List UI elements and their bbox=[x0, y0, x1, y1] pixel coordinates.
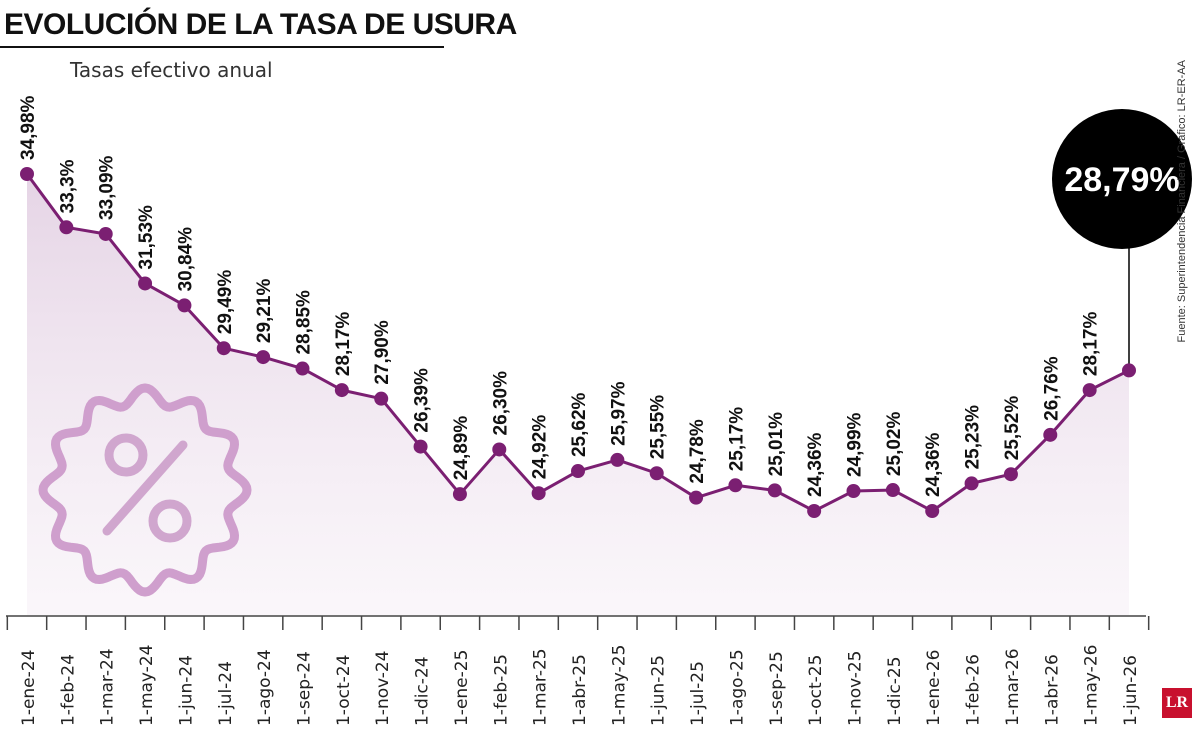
data-point bbox=[964, 476, 979, 491]
data-point bbox=[728, 478, 743, 493]
x-tick-label: 1-nov-25 bbox=[846, 651, 866, 727]
x-tick-label: 1-mar-25 bbox=[531, 648, 551, 726]
data-label: 26,39% bbox=[412, 368, 433, 433]
x-tick-label: 1-abr-26 bbox=[1042, 654, 1062, 726]
source-note: Fuente: Superintendencia Financiera / Gr… bbox=[1176, 60, 1188, 343]
data-point bbox=[20, 167, 34, 181]
data-label: 25,52% bbox=[1002, 396, 1023, 461]
data-label: 25,01% bbox=[766, 412, 787, 477]
data-label: 34,98% bbox=[18, 95, 39, 160]
data-point bbox=[767, 483, 782, 498]
chart-subtitle: Tasas efectivo anual bbox=[70, 58, 273, 82]
x-tick-label: 1-abr-25 bbox=[570, 654, 590, 726]
data-label: 28,17% bbox=[333, 312, 354, 377]
x-tick-label: 1-mar-26 bbox=[1003, 648, 1023, 726]
data-label: 29,49% bbox=[215, 270, 236, 335]
chart-title: EVOLUCIÓN DE LA TASA DE USURA bbox=[4, 8, 517, 41]
data-point bbox=[59, 220, 74, 235]
x-tick-label: 1-ene-25 bbox=[452, 650, 472, 726]
area-fill bbox=[27, 174, 1129, 615]
data-point bbox=[413, 439, 428, 454]
x-tick-label: 1-nov-24 bbox=[373, 651, 393, 727]
data-point bbox=[334, 383, 349, 398]
x-tick-label: 1-may-26 bbox=[1082, 645, 1102, 726]
x-tick-label: 1-may-25 bbox=[609, 645, 629, 726]
data-point bbox=[571, 464, 585, 479]
data-point bbox=[1122, 363, 1136, 378]
x-tick-label: 1-dic-24 bbox=[413, 656, 433, 726]
data-label: 24,36% bbox=[805, 432, 826, 497]
x-tick-label: 1-oct-24 bbox=[334, 655, 354, 726]
data-point bbox=[295, 361, 310, 376]
data-label: 33,3% bbox=[57, 159, 78, 213]
x-tick-label: 1-ago-25 bbox=[727, 649, 747, 726]
data-label: 26,76% bbox=[1041, 356, 1062, 421]
data-point bbox=[689, 490, 704, 505]
x-tick-label: 1-dic-25 bbox=[885, 656, 905, 726]
data-label: 33,09% bbox=[97, 155, 118, 220]
data-point bbox=[846, 484, 861, 499]
data-label: 28,85% bbox=[294, 290, 315, 355]
data-point bbox=[1043, 427, 1058, 442]
x-tick-label: 1-ago-24 bbox=[255, 649, 275, 726]
lr-logo: LR bbox=[1162, 688, 1192, 718]
data-label: 25,02% bbox=[884, 412, 905, 477]
data-label: 30,84% bbox=[175, 227, 196, 292]
data-point bbox=[1003, 467, 1018, 482]
x-tick-label: 1-oct-25 bbox=[806, 655, 826, 726]
x-tick-label: 1-ene-24 bbox=[19, 650, 39, 726]
data-point bbox=[610, 452, 625, 467]
title-underline bbox=[0, 46, 444, 48]
data-point bbox=[138, 276, 153, 291]
x-tick-label: 1-feb-25 bbox=[491, 654, 511, 726]
data-label: 24,78% bbox=[687, 419, 708, 484]
data-point bbox=[531, 486, 546, 501]
data-point bbox=[807, 504, 822, 518]
data-label: 27,90% bbox=[372, 320, 393, 385]
data-label: 24,89% bbox=[451, 416, 472, 481]
data-point bbox=[925, 504, 940, 518]
percent-badge-icon bbox=[38, 383, 252, 597]
x-tick-label: 1-jun-25 bbox=[649, 655, 669, 726]
x-tick-label: 1-ene-26 bbox=[924, 650, 944, 726]
data-point bbox=[649, 466, 664, 481]
data-label: 25,97% bbox=[608, 381, 629, 446]
x-tick-label: 1-feb-24 bbox=[58, 654, 78, 726]
data-point bbox=[216, 341, 231, 356]
data-label: 24,36% bbox=[923, 432, 944, 497]
data-point bbox=[177, 298, 192, 313]
data-point bbox=[374, 391, 389, 406]
data-label: 25,17% bbox=[726, 407, 747, 472]
x-tick-label: 1-mar-24 bbox=[98, 648, 118, 726]
x-tick-label: 1-jul-24 bbox=[216, 661, 236, 726]
x-axis bbox=[6, 615, 1150, 630]
x-tick-label: 1-jun-24 bbox=[176, 655, 196, 726]
data-label: 28,17% bbox=[1081, 312, 1102, 377]
highlight-bubble bbox=[1052, 109, 1192, 249]
data-label: 24,92% bbox=[530, 415, 551, 480]
data-point bbox=[452, 487, 467, 502]
data-point bbox=[492, 442, 507, 457]
highlight-value-label: 28,79% bbox=[1064, 161, 1179, 199]
data-point bbox=[98, 226, 113, 241]
x-tick-label: 1-sep-24 bbox=[295, 651, 315, 726]
data-label: 25,23% bbox=[963, 405, 984, 470]
x-tick-label: 1-jul-25 bbox=[688, 661, 708, 726]
data-label: 25,62% bbox=[569, 392, 590, 457]
x-tick-label: 1-may-24 bbox=[137, 645, 157, 726]
data-point bbox=[885, 483, 900, 498]
data-label: 25,55% bbox=[648, 395, 669, 460]
x-tick-label: 1-feb-26 bbox=[964, 654, 984, 726]
data-point bbox=[256, 350, 271, 365]
x-tick-label: 1-sep-25 bbox=[767, 651, 787, 726]
data-label: 24,99% bbox=[845, 412, 866, 477]
data-label: 29,21% bbox=[254, 279, 275, 344]
x-tick-label: 1-jun-26 bbox=[1121, 655, 1141, 726]
data-label: 26,30% bbox=[490, 371, 511, 436]
data-label: 31,53% bbox=[136, 205, 157, 270]
data-point bbox=[1082, 383, 1097, 398]
